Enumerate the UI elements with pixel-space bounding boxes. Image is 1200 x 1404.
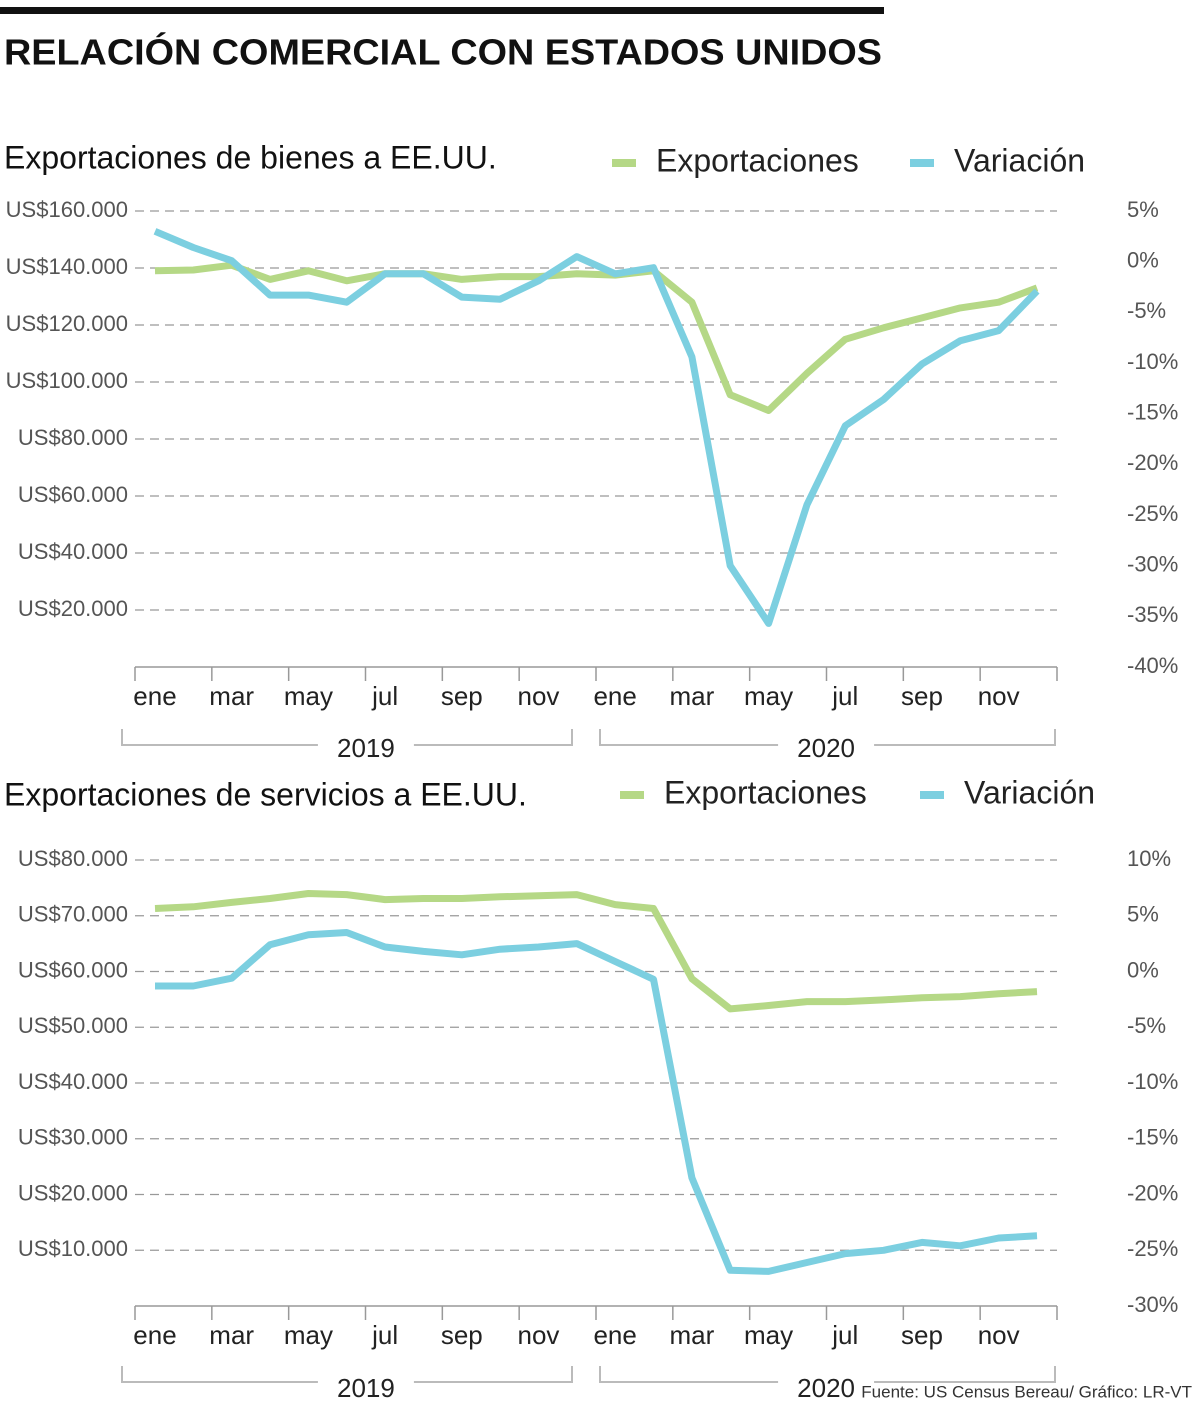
y2-tick-label: -10% [1127,1069,1178,1094]
y-tick-label: US$120.000 [6,311,128,336]
y-tick-label: US$60.000 [18,482,128,507]
x-tick-label: jul [371,1320,398,1350]
y-tick-label: US$40.000 [18,539,128,564]
year-bracket [121,1366,573,1383]
legend-swatch [620,791,644,799]
y2-tick-label: -35% [1127,602,1178,627]
legend-swatch [612,159,636,167]
series-line [153,228,1040,627]
y-tick-label: US$160.000 [6,197,128,222]
x-tick-label: ene [593,681,636,711]
source: Fuente: US Census Bereau/ Gráfico: LR-VT [861,1382,1192,1401]
year-label: 2019 [337,1373,395,1403]
y2-tick-label: 5% [1127,902,1159,927]
y-tick-label: US$100.000 [6,368,128,393]
x-tick-label: sep [441,1320,483,1350]
chart-title: Exportaciones de bienes a EE.UU. [4,139,497,175]
x-tick-label: mar [669,1320,714,1350]
page-title: RELACIÓN COMERCIAL CON ESTADOS UNIDOS [4,31,882,73]
y-tick-label: US$30.000 [18,1125,128,1150]
title-bar [0,7,884,14]
x-tick-label: nov [518,681,560,711]
y2-tick-label: -15% [1127,1125,1178,1150]
x-tick-label: mar [209,681,254,711]
x-tick-label: may [744,1320,793,1350]
legend-label: Variación [964,774,1095,810]
year-label: 2019 [337,733,395,763]
y-tick-label: US$80.000 [18,846,128,871]
series-line [155,929,1038,1275]
y-tick-label: US$40.000 [18,1069,128,1094]
y-tick-label: US$10.000 [18,1236,128,1261]
legend-swatch [920,791,944,799]
y2-tick-label: 0% [1127,247,1159,272]
x-tick-label: jul [371,681,398,711]
x-tick-label: may [744,681,793,711]
y2-tick-label: -30% [1127,551,1178,576]
series-line [154,890,1038,1013]
y2-tick-label: 10% [1127,846,1171,871]
y2-tick-label: 5% [1127,197,1159,222]
year-bracket [599,729,1056,746]
chart-title: Exportaciones de servicios a EE.UU. [4,776,527,812]
x-tick-label: jul [831,1320,858,1350]
x-tick-label: nov [978,681,1020,711]
x-tick-label: ene [133,681,176,711]
x-tick-label: ene [593,1320,636,1350]
y-tick-label: US$20.000 [18,1180,128,1205]
y-tick-label: US$140.000 [6,254,128,279]
y-tick-label: US$50.000 [18,1013,128,1038]
y2-tick-label: -25% [1127,501,1178,526]
y2-tick-label: -5% [1127,298,1166,323]
legend-label: Exportaciones [664,774,867,810]
y2-tick-label: -30% [1127,1292,1178,1317]
x-tick-label: sep [441,681,483,711]
x-tick-label: sep [901,1320,943,1350]
x-tick-label: mar [209,1320,254,1350]
x-tick-label: mar [669,681,714,711]
x-tick-label: nov [518,1320,560,1350]
year-bracket [599,1366,1056,1383]
y2-tick-label: -10% [1127,349,1178,374]
y2-tick-label: -15% [1127,399,1178,424]
x-tick-label: nov [978,1320,1020,1350]
x-tick-label: sep [901,681,943,711]
series-line [154,261,1039,414]
x-tick-label: jul [831,681,858,711]
y-tick-label: US$80.000 [18,425,128,450]
y2-tick-label: -25% [1127,1236,1178,1261]
x-tick-label: may [284,681,333,711]
y-tick-label: US$20.000 [18,596,128,621]
legend-swatch [910,159,934,167]
y2-tick-label: -5% [1127,1013,1166,1038]
legend-label: Exportaciones [656,142,859,178]
y2-tick-label: -20% [1127,1180,1178,1205]
x-tick-label: ene [133,1320,176,1350]
x-tick-label: may [284,1320,333,1350]
year-bracket [121,729,573,746]
legend-label: Variación [954,142,1085,178]
y-tick-label: US$60.000 [18,957,128,982]
year-label: 2020 [797,733,855,763]
y2-tick-label: -20% [1127,450,1178,475]
y2-tick-label: -40% [1127,653,1178,678]
y-tick-label: US$70.000 [18,902,128,927]
y2-tick-label: 0% [1127,957,1159,982]
year-label: 2020 [797,1373,855,1403]
